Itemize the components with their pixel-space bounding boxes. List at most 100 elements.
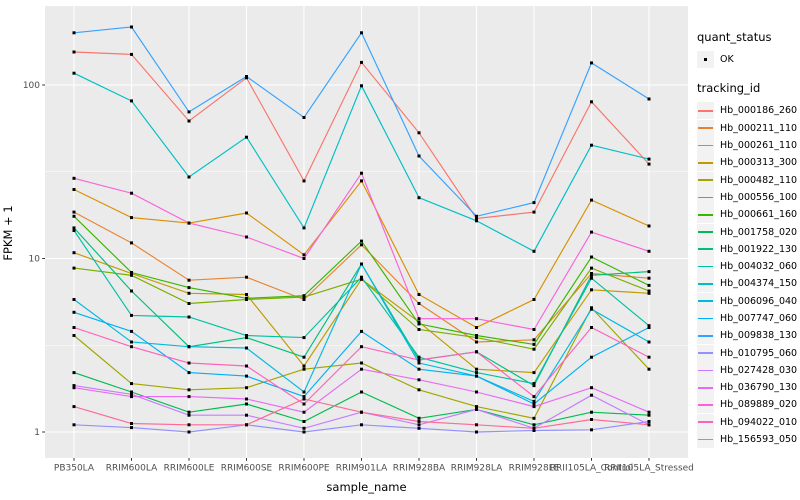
data-point bbox=[245, 386, 248, 390]
legend-item-Hb_006096_040: Hb_006096_040 bbox=[697, 292, 797, 310]
legend-item-Hb_000211_110: Hb_000211_110 bbox=[697, 119, 797, 137]
data-point bbox=[417, 320, 421, 324]
legend-key-box bbox=[697, 310, 714, 327]
legend-label: Hb_000661_160 bbox=[720, 209, 798, 221]
data-point bbox=[245, 334, 248, 337]
data-point bbox=[590, 288, 593, 292]
data-point bbox=[590, 410, 593, 414]
data-point bbox=[417, 378, 421, 382]
legend-line-swatch bbox=[698, 283, 713, 285]
legend-key-box bbox=[697, 396, 714, 414]
legend-label: Hb_004374_150 bbox=[720, 278, 798, 290]
data-point bbox=[302, 364, 306, 368]
data-point bbox=[302, 298, 306, 301]
data-point bbox=[187, 302, 191, 305]
data-point bbox=[72, 71, 76, 75]
legend-title-quant-status: quant_status bbox=[697, 30, 772, 44]
data-point bbox=[130, 273, 133, 277]
data-point bbox=[590, 276, 593, 280]
x-tick-label: RRIM600LA bbox=[106, 464, 158, 474]
data-point bbox=[130, 340, 133, 344]
data-point bbox=[647, 420, 651, 423]
data-point bbox=[360, 84, 363, 88]
data-point bbox=[532, 298, 536, 301]
legend-label: Hb_000261_110 bbox=[720, 140, 798, 152]
data-point bbox=[187, 345, 191, 349]
data-point bbox=[360, 390, 363, 394]
data-point bbox=[72, 371, 76, 375]
data-point bbox=[72, 31, 76, 35]
data-point bbox=[245, 346, 248, 350]
legend-key-box bbox=[697, 344, 714, 362]
legend-item-Hb_004032_060: Hb_004032_060 bbox=[697, 258, 798, 276]
data-point bbox=[475, 334, 478, 337]
data-point bbox=[360, 171, 363, 175]
data-point bbox=[417, 355, 421, 359]
data-point bbox=[532, 429, 536, 432]
data-point bbox=[360, 243, 363, 247]
legend-key-box bbox=[697, 51, 714, 69]
data-point bbox=[647, 270, 651, 274]
data-point bbox=[245, 235, 248, 239]
legend-key-box bbox=[697, 361, 714, 379]
data-point bbox=[130, 392, 133, 396]
x-tick-label: RRIM600SE bbox=[221, 464, 273, 474]
legend-label: OK bbox=[720, 54, 734, 66]
legend-item-Hb_001758_020: Hb_001758_020 bbox=[697, 223, 798, 241]
legend-line-swatch bbox=[698, 317, 713, 320]
data-point bbox=[590, 272, 593, 275]
data-point bbox=[187, 278, 191, 282]
data-point bbox=[245, 293, 248, 296]
data-point bbox=[302, 397, 306, 401]
data-point bbox=[647, 97, 651, 101]
legend-item-Hb_000261_110: Hb_000261_110 bbox=[697, 137, 798, 155]
data-point bbox=[360, 239, 363, 243]
data-point bbox=[130, 395, 133, 399]
data-point bbox=[475, 407, 478, 411]
data-point bbox=[187, 388, 191, 392]
data-point bbox=[417, 131, 421, 135]
data-point bbox=[360, 179, 363, 183]
data-point bbox=[187, 119, 191, 123]
legend-key-box bbox=[697, 292, 714, 310]
legend-line-swatch bbox=[698, 404, 713, 406]
legend-item-Hb_007747_060: Hb_007747_060 bbox=[697, 310, 797, 327]
data-point bbox=[360, 367, 363, 371]
data-point bbox=[417, 322, 421, 326]
data-point bbox=[417, 367, 421, 371]
data-point bbox=[417, 302, 421, 305]
data-point bbox=[130, 99, 133, 103]
data-point bbox=[647, 324, 651, 328]
data-point bbox=[360, 60, 363, 64]
legend-line-swatch bbox=[698, 231, 713, 233]
data-point bbox=[590, 393, 593, 397]
data-point bbox=[245, 402, 248, 406]
data-point bbox=[475, 317, 478, 321]
data-point bbox=[72, 384, 76, 388]
data-point bbox=[647, 423, 651, 427]
data-point bbox=[590, 61, 593, 65]
x-tick-label: RRIM901LA bbox=[336, 464, 388, 474]
data-point bbox=[187, 361, 191, 365]
legend-label: Hb_007747_060 bbox=[720, 313, 798, 324]
legend-key-box bbox=[697, 137, 714, 155]
data-point bbox=[72, 229, 76, 232]
legend-item-Hb_000556_100: Hb_000556_100 bbox=[697, 188, 797, 206]
data-point bbox=[590, 255, 593, 259]
data-point bbox=[302, 395, 306, 399]
legend-line-swatch bbox=[698, 161, 713, 164]
data-point bbox=[245, 374, 248, 378]
data-point bbox=[360, 262, 363, 266]
data-point bbox=[130, 390, 133, 394]
data-point bbox=[590, 143, 593, 147]
data-point bbox=[590, 273, 593, 277]
x-tick-label: RRIM600LE bbox=[164, 464, 215, 474]
data-point bbox=[417, 358, 421, 362]
legend-label: Hb_004032_060 bbox=[720, 261, 798, 273]
data-point bbox=[72, 226, 76, 230]
data-point bbox=[532, 382, 536, 386]
data-point bbox=[647, 326, 651, 329]
legend-label: Hb_001758_020 bbox=[720, 226, 798, 238]
data-point bbox=[187, 221, 191, 225]
